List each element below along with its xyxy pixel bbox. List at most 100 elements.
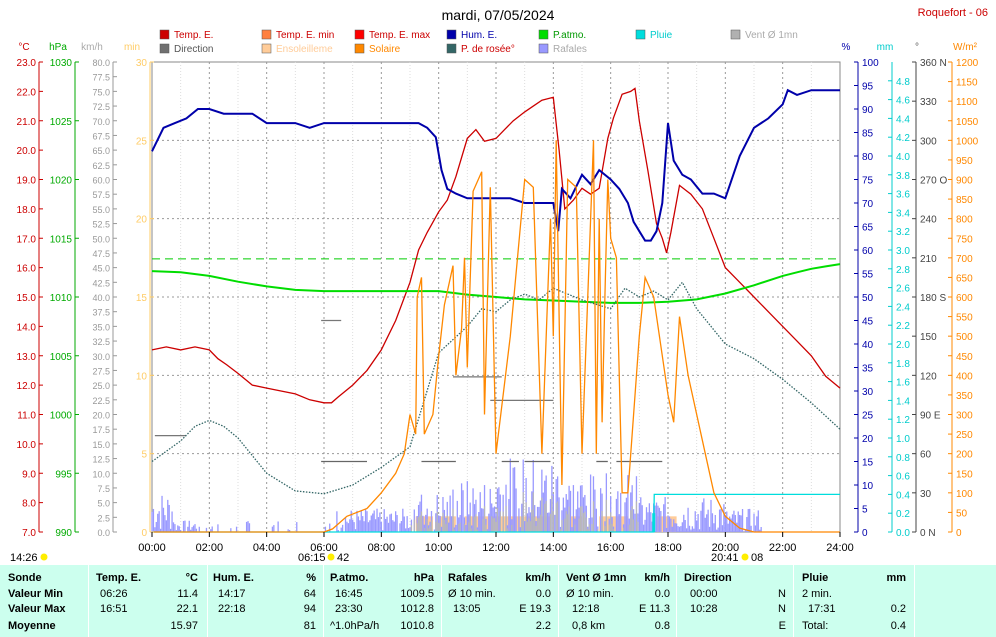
series-p-atmo-: [151, 263, 841, 304]
axis-tick-label-rain: 2.8: [896, 265, 910, 276]
axis-tick-label-press: 1030: [50, 58, 73, 69]
axis-tick-label-temp: 8.0: [22, 499, 36, 510]
axis-tick-label-solar: 250: [956, 430, 973, 441]
axis-tick-label-rain: 2.6: [896, 284, 910, 295]
x-tick-label: 18:00: [654, 542, 682, 554]
press-max: 1012.8: [400, 603, 434, 615]
axis-tick-label-wind: 35.0: [92, 322, 110, 332]
axis-tick-label-rain: 0.8: [896, 453, 910, 464]
axis-tick-label-rain: 4.0: [896, 152, 910, 163]
sunrise-sun-icon: [327, 553, 335, 561]
start-sun-icon: [40, 553, 48, 561]
axis-tick-label-solar: 150: [956, 469, 973, 480]
legend-label: Hum. E.: [461, 30, 497, 41]
series-solaire: [152, 140, 840, 533]
axis-tick-label-wind: 27.5: [92, 366, 110, 376]
legend-swatch: [446, 29, 457, 40]
press-trend: ^1.0hPa/h: [330, 620, 380, 632]
axis-unit-press: hPa: [49, 42, 67, 53]
axis-tick-label-rain: 1.2: [896, 415, 910, 426]
x-axis: 00:00 02:00 04:00 06:00 08:00 10:00 12:00 14:00…: [138, 532, 854, 554]
axis-tick-label-rain: 4.6: [896, 96, 910, 107]
legend-swatch: [538, 43, 549, 54]
axis-tick-label-sun: 10: [136, 371, 148, 382]
axis-tick-label-dir: 180 S: [920, 293, 946, 304]
legend-label: Temp. E. max: [369, 30, 430, 41]
axis-tick-label-dir: 330: [920, 97, 937, 108]
axis-tick-label-rain: 4.2: [896, 133, 910, 144]
legend-swatch: [538, 29, 549, 40]
axis-tick-label-wind: 65.0: [92, 146, 110, 156]
axis-tick-label-wind: 60.0: [92, 176, 110, 186]
axis-tick-label-dir: 60: [920, 450, 932, 461]
axis-tick-label-dir: 270 O: [920, 176, 947, 187]
axis-tick-label-rain: 1.6: [896, 378, 910, 389]
row-avg: Moyenne: [8, 620, 56, 632]
axis-tick-label-sun: 20: [136, 215, 148, 226]
sun-events: 14:26 06:15 42 20:41 08: [10, 552, 763, 564]
axis-tick-label-wind: 57.5: [92, 190, 110, 200]
series-temp-e-: [151, 87, 841, 404]
rain-min-label: 2 min.: [802, 588, 832, 600]
axis-tick-label-hum: 40: [862, 340, 874, 351]
axis-tick-label-solar: 200: [956, 450, 973, 461]
axis-tick-label-rain: 0.6: [896, 472, 910, 483]
legend-swatch: [446, 43, 457, 54]
axis-tick-label-hum: 65: [862, 223, 874, 234]
gust-max-time: 13:05: [453, 603, 481, 615]
axis-tick-label-rain: 3.6: [896, 190, 910, 201]
axis-tick-label-hum: 10: [862, 481, 874, 492]
axis-tick-label-solar: 800: [956, 215, 973, 226]
hum-max-time: 22:18: [218, 603, 246, 615]
axis-tick-label-hum: 100: [862, 58, 879, 69]
axis-tick-label-rain: 1.4: [896, 396, 910, 407]
sunset-extra: 08: [751, 552, 763, 564]
wind-max-time: 12:18: [572, 603, 600, 615]
row-min: Valeur Min: [8, 588, 64, 600]
rain-unit: mm: [886, 572, 906, 584]
legend-label: P.atmo.: [553, 30, 586, 41]
axis-tick-label-rain: 3.2: [896, 227, 910, 238]
axis-tick-label-solar: 400: [956, 371, 973, 382]
axis-tick-label-temp: 18.0: [17, 205, 37, 216]
axis-tick-label-rain: 1.0: [896, 434, 910, 445]
axis-tick-label-rain: 3.0: [896, 246, 910, 257]
axis-tick-label-solar: 350: [956, 391, 973, 402]
axis-tick-label-solar: 100: [956, 489, 973, 500]
axis-tick-label-hum: 90: [862, 105, 874, 116]
wind-distance: 0,8 km: [572, 620, 606, 632]
axis-tick-label-hum: 80: [862, 152, 874, 163]
axis-tick-label-temp: 11.0: [17, 411, 36, 422]
axis-tick-label-rain: 0.4: [896, 490, 910, 501]
axis-tick-label-solar: 1100: [956, 97, 978, 108]
rain-total: 0.4: [890, 620, 906, 632]
wind-bars: [151, 258, 840, 533]
wind-unit: km/h: [644, 572, 670, 584]
wind-avg: 0.8: [654, 620, 670, 632]
summary-table: Sonde Valeur Min Valeur Max Moyenne Temp…: [0, 565, 996, 637]
series-p-de-ros-e-: [151, 281, 841, 495]
axis-tick-label-wind: 72.5: [92, 102, 110, 112]
axis-tick-label-hum: 75: [862, 176, 874, 187]
axis-tick-label-temp: 9.0: [22, 469, 36, 480]
axis-tick-label-wind: 62.5: [92, 161, 110, 171]
temp-min: 11.4: [177, 588, 198, 600]
axis-tick-label-dir: 0 N: [920, 528, 936, 539]
axis-tick-label-solar: 1000: [956, 136, 979, 147]
axis-tick-label-solar: 500: [956, 332, 973, 343]
axis-tick-label-wind: 50.0: [92, 234, 110, 244]
chart-title: mardi, 07/05/2024: [442, 7, 555, 23]
axis-tick-label-solar: 550: [956, 313, 973, 324]
axis-tick-label-solar: 850: [956, 195, 973, 206]
axis-tick-label-wind: 52.5: [92, 220, 110, 230]
axis-tick-label-solar: 1150: [956, 78, 978, 89]
axis-tick-label-wind: 25.0: [92, 381, 110, 391]
axis-tick-label-solar: 950: [956, 156, 973, 167]
axis-tick-label-wind: 15.0: [92, 440, 110, 450]
temp-max-time: 16:51: [100, 603, 128, 615]
axis-tick-label-dir: 90 E: [920, 411, 941, 422]
sunshine-bar: [656, 516, 677, 532]
axis-tick-label-wind: 75.0: [92, 87, 110, 97]
temp-head: Temp. E.: [96, 572, 142, 584]
hum-avg: 81: [303, 620, 316, 632]
